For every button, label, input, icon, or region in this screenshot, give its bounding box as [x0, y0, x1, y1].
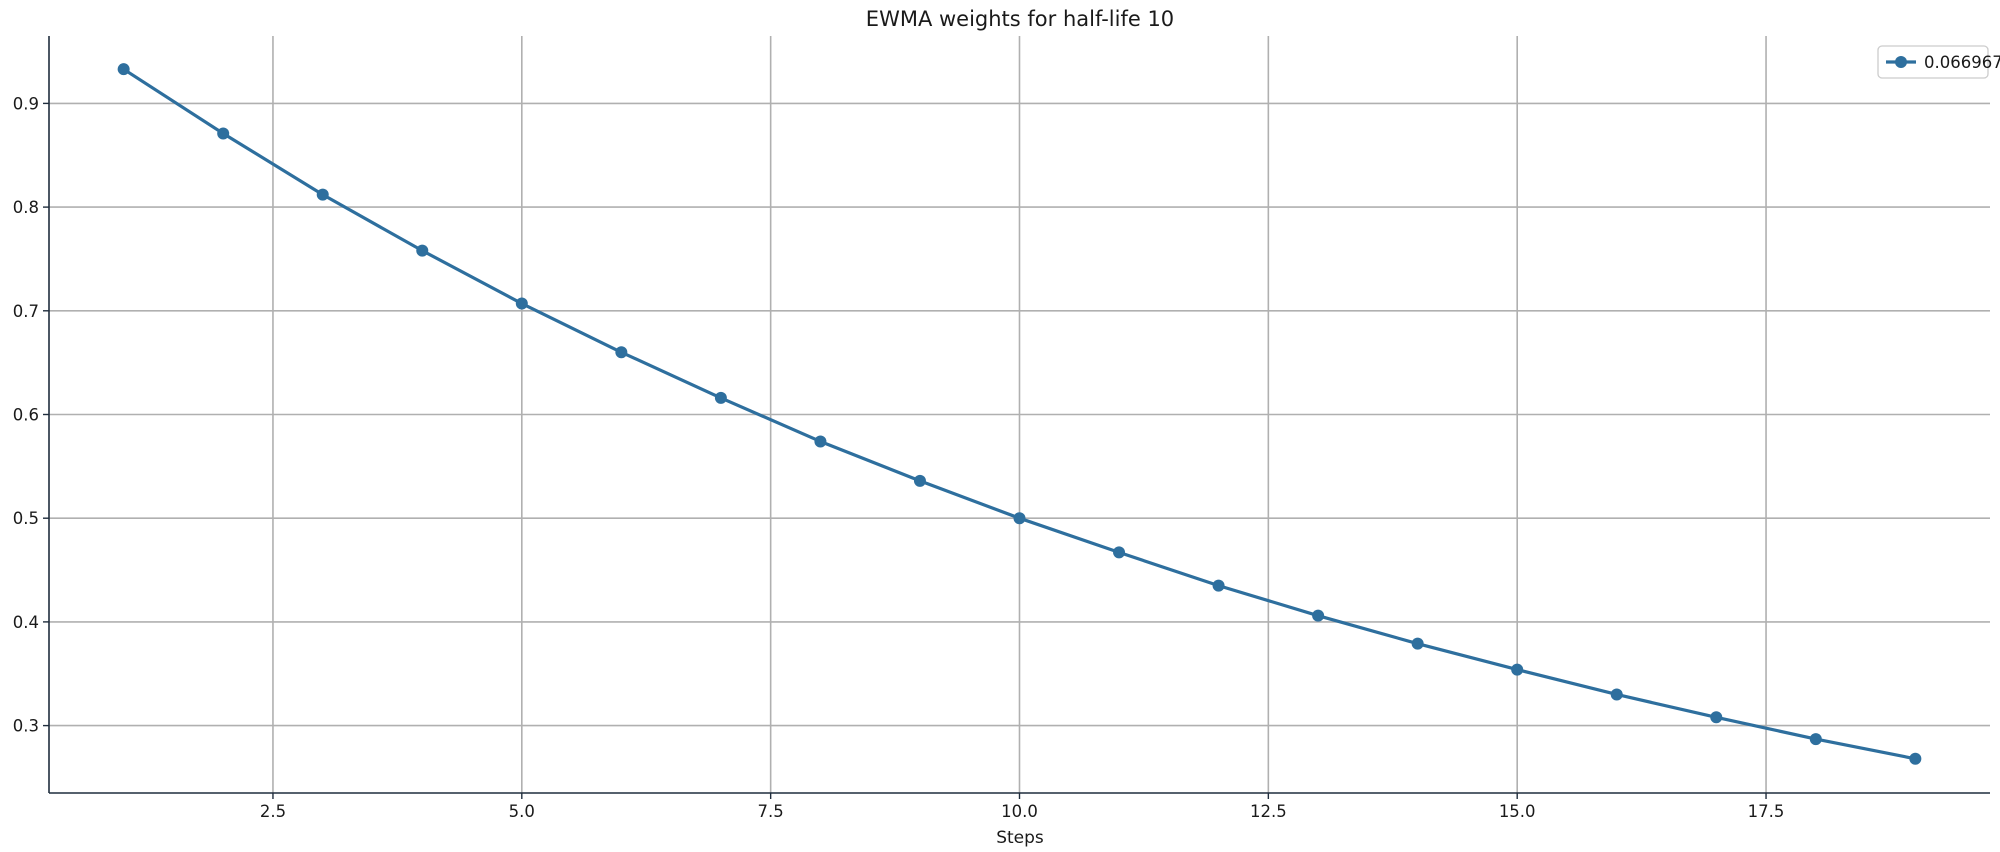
- data-point: [714, 391, 727, 404]
- y-tick-label: 0.6: [13, 406, 39, 425]
- y-tick-label: 0.9: [13, 94, 39, 113]
- data-point: [1312, 609, 1325, 622]
- x-tick-label: 17.5: [1748, 802, 1785, 821]
- x-tick-label: 7.5: [758, 802, 784, 821]
- series-0: [117, 63, 1922, 765]
- y-tick-label: 0.3: [13, 717, 39, 736]
- x-axis-ticks: 2.5 5.0 7.5 10.0 12.5 15.0 17.5: [260, 793, 1785, 821]
- data-point: [1610, 688, 1623, 701]
- y-tick-label: 0.8: [13, 198, 39, 217]
- data-point: [1909, 752, 1922, 765]
- data-point: [1013, 512, 1026, 525]
- data-point: [1511, 663, 1524, 676]
- data-point: [1710, 711, 1723, 724]
- legend-series-label: 0.066967: [1924, 53, 2000, 72]
- data-point: [316, 188, 329, 201]
- data-point: [1212, 579, 1225, 592]
- legend-box: [1877, 45, 1989, 79]
- x-tick-label: 5.0: [509, 802, 535, 821]
- x-tick-label: 12.5: [1250, 802, 1287, 821]
- series-layer: [117, 63, 1922, 765]
- legend: 0.066967: [1877, 45, 2000, 79]
- data-point: [1113, 546, 1126, 559]
- grid-lines: [49, 36, 1990, 793]
- data-point: [913, 474, 926, 487]
- x-axis-label: Steps: [996, 828, 1044, 848]
- y-tick-label: 0.5: [13, 509, 39, 528]
- data-point: [217, 127, 230, 140]
- data-point: [814, 435, 827, 448]
- data-point: [1809, 733, 1822, 746]
- y-axis-ticks: 0.3 0.4 0.5 0.6 0.7 0.8 0.9: [13, 94, 49, 736]
- data-point: [1411, 637, 1424, 650]
- data-point: [515, 297, 528, 310]
- x-tick-label: 10.0: [1001, 802, 1038, 821]
- x-tick-label: 15.0: [1499, 802, 1536, 821]
- data-point: [117, 63, 130, 76]
- data-point: [416, 244, 429, 257]
- y-tick-label: 0.7: [13, 302, 39, 321]
- chart-title: EWMA weights for half-life 10: [866, 7, 1174, 31]
- x-tick-label: 2.5: [260, 802, 286, 821]
- y-tick-label: 0.4: [13, 613, 39, 632]
- data-point: [615, 346, 628, 359]
- legend-series-marker: [1895, 56, 1907, 68]
